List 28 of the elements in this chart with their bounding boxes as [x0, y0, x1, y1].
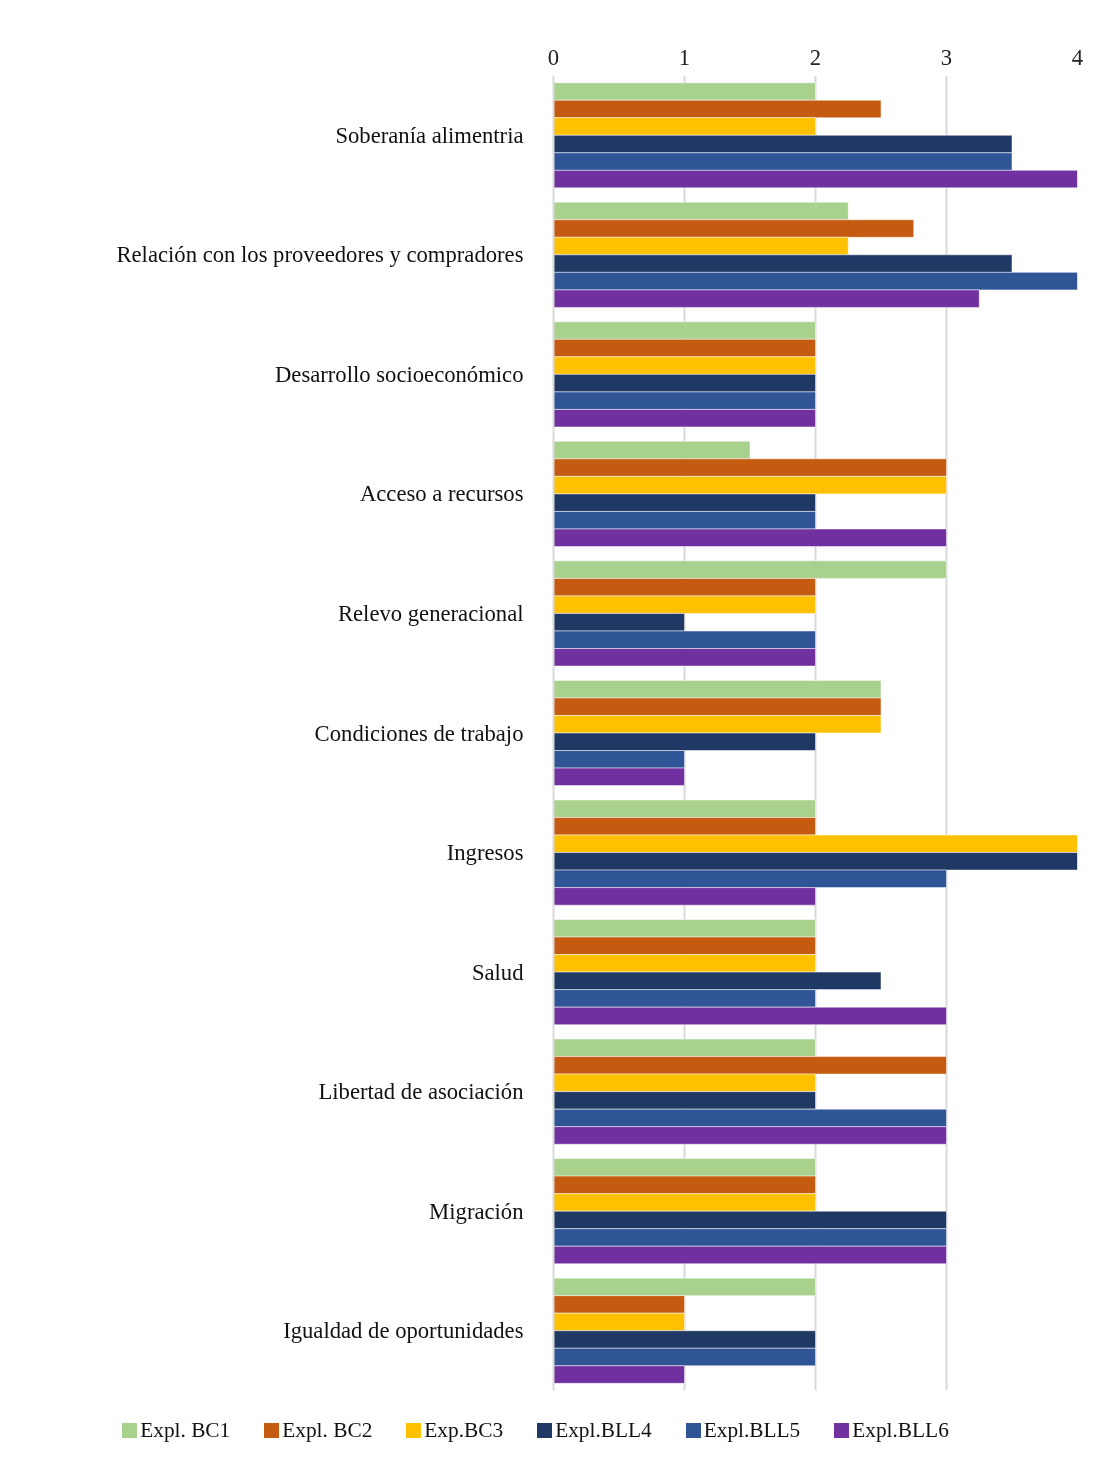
y-tick-label: Desarrollo socioeconómico — [274, 361, 524, 387]
y-tick-label: Igualdad de oportunidades — [283, 1318, 524, 1344]
y-tick-label: Acceso a recursos — [359, 481, 524, 507]
legend-label: Expl.BLL4 — [555, 1416, 652, 1444]
y-tick-label: Migración — [429, 1198, 524, 1224]
legend-label: Exp.BC3 — [424, 1416, 504, 1444]
x-tick-label: 2 — [809, 44, 822, 70]
legend-label: Expl. BC2 — [282, 1416, 373, 1444]
legend-item: Expl.BLL6 — [834, 1414, 949, 1446]
legend-item: Expl.BLL5 — [685, 1414, 801, 1446]
y-tick-label: Salud — [471, 959, 525, 985]
x-tick-label: 0 — [547, 44, 560, 70]
legend-item: Expl. BC2 — [264, 1414, 373, 1446]
y-tick-label: Soberanía alimentria — [335, 122, 524, 148]
y-tick-label: Ingresos — [446, 840, 524, 866]
legend-label: Expl.BLL6 — [852, 1416, 949, 1444]
legend-label: Expl. BC1 — [140, 1416, 231, 1444]
y-tick-label: Libertad de asociación — [318, 1079, 524, 1105]
x-tick-label: 1 — [678, 44, 691, 70]
y-tick-label: Relevo generacional — [337, 600, 524, 626]
x-tick-label: 4 — [1071, 44, 1084, 70]
legend-item: Expl. BC1 — [122, 1414, 231, 1446]
y-tick-label: Condiciones de trabajo — [314, 720, 524, 746]
legend-label: Expl.BLL5 — [703, 1416, 801, 1444]
x-tick-label: 3 — [940, 44, 953, 70]
y-tick-label: Relación con los proveedores y compradores — [116, 242, 524, 268]
legend-item: Expl.BLL4 — [537, 1414, 652, 1446]
legend-item: Exp.BC3 — [406, 1414, 504, 1446]
